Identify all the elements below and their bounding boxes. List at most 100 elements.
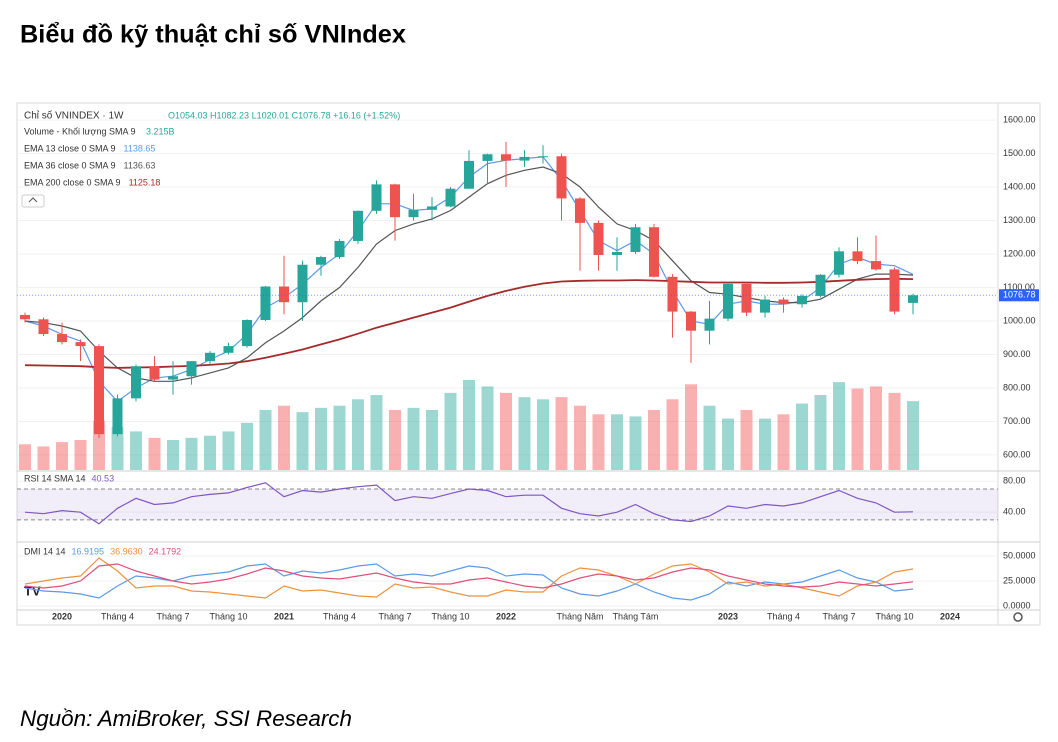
volume-bar (648, 410, 660, 470)
volume-bar (389, 410, 401, 470)
indicator-line (24, 563, 914, 589)
candle-body (168, 376, 178, 380)
candle-body (94, 346, 104, 435)
volume-bar (722, 418, 734, 470)
volume-bar (463, 380, 475, 470)
indicator-line (24, 557, 914, 599)
volume-bar (222, 431, 235, 470)
candle-body (75, 342, 86, 347)
page-title: Biểu đồ kỹ thuật chỉ số VNIndex (20, 21, 406, 49)
x-tick-label: 2020 (52, 611, 72, 621)
indicator-value: 36.9630 (110, 546, 143, 556)
volume-bar (426, 410, 438, 470)
source-note: Nguồn: AmiBroker, SSI Research (20, 706, 352, 731)
volume-bar (407, 407, 420, 470)
volume-bar (777, 414, 790, 470)
y-tick-label: 900.00 (1003, 349, 1031, 359)
candle-body (797, 295, 807, 305)
volume-bar (703, 405, 716, 470)
settings-icon[interactable] (1013, 612, 1023, 622)
candle-body (112, 398, 123, 435)
x-tick-label: Tháng Năm (556, 611, 603, 621)
collapse-button[interactable] (21, 194, 45, 208)
volume-bar (629, 416, 642, 470)
volume-bar (278, 405, 290, 470)
candle-body (427, 206, 437, 210)
x-tick-label: Tháng 4 (323, 611, 356, 621)
legend-value: 1138.65 (124, 143, 156, 153)
volume-bar (851, 388, 864, 470)
candle-body (723, 283, 733, 319)
candle-body (778, 299, 789, 305)
candle-body (297, 264, 308, 303)
volume-bar (315, 407, 327, 470)
x-tick-label: Tháng 7 (156, 611, 189, 621)
indicator-title: RSI 14 SMA 14 (24, 473, 86, 483)
candle-body (260, 286, 271, 320)
candle-body (242, 319, 252, 347)
candle-body (556, 156, 567, 199)
x-tick-label: Tháng 7 (822, 611, 855, 621)
candle-body (501, 154, 511, 161)
price-tag (999, 289, 1039, 302)
legend-value: 1125.18 (129, 177, 161, 187)
volume-bar (870, 386, 882, 470)
candle-body (316, 257, 326, 265)
candle-body (593, 222, 604, 256)
y-tick-label: 1500.00 (1003, 148, 1036, 158)
legend-value: 1136.63 (124, 160, 156, 170)
volume-bar (37, 446, 50, 470)
candle-body (612, 252, 622, 256)
x-tick-label: Tháng 4 (101, 611, 134, 621)
x-tick-label: Tháng 4 (767, 611, 800, 621)
candle-body (445, 188, 456, 207)
volume-bar (19, 444, 31, 470)
y-tick-label: 40.00 (1003, 507, 1026, 517)
legend-label: EMA 200 close 0 SMA 9 (24, 177, 121, 187)
candle-body (205, 352, 215, 362)
volume-bar (111, 427, 124, 470)
volume-bar (740, 410, 753, 470)
volume-bar (833, 382, 845, 470)
y-tick-label: 25.0000 (1003, 575, 1036, 585)
volume-bar (296, 412, 309, 470)
volume-bar (907, 401, 919, 470)
volume-bar (666, 399, 679, 470)
y-tick-label: 1600.00 (1003, 114, 1036, 124)
volume-bar (759, 418, 771, 470)
legend-label: EMA 36 close 0 SMA 9 (24, 160, 116, 170)
volume-bar (148, 437, 161, 470)
candle-body (630, 227, 641, 253)
candle-body (741, 283, 752, 313)
chart-title: Chỉ số VNINDEX · 1W (24, 110, 124, 122)
y-tick-label: 1100.00 (1003, 282, 1035, 292)
candle-body (38, 319, 49, 335)
candle-body (815, 274, 826, 296)
volume-bar (481, 386, 494, 470)
y-tick-label: 50.0000 (1003, 550, 1036, 560)
y-tick-label: 1200.00 (1003, 248, 1036, 258)
indicator-value: 24.1792 (149, 546, 182, 556)
candle-body (575, 198, 585, 223)
volume-bar (259, 410, 272, 470)
candle-body (889, 269, 900, 312)
legend-label: EMA 13 close 0 SMA 9 (24, 143, 116, 153)
y-tick-label: 0.0000 (1003, 600, 1031, 610)
volume-bar (370, 395, 383, 470)
volume-bar (611, 414, 623, 470)
volume-bar (537, 399, 549, 470)
candle-body (667, 276, 678, 312)
volume-bar (241, 422, 253, 470)
candle-body (149, 366, 160, 380)
candle-body (908, 295, 918, 303)
volume-bar (333, 405, 346, 470)
volume-bar (130, 431, 142, 470)
rsi-band (17, 489, 998, 520)
candle-body (353, 210, 363, 241)
candle-body (834, 251, 844, 275)
y-tick-label: 1400.00 (1003, 181, 1036, 191)
indicator-line (24, 482, 914, 525)
candle-body (482, 154, 493, 161)
candle-body (760, 299, 770, 313)
